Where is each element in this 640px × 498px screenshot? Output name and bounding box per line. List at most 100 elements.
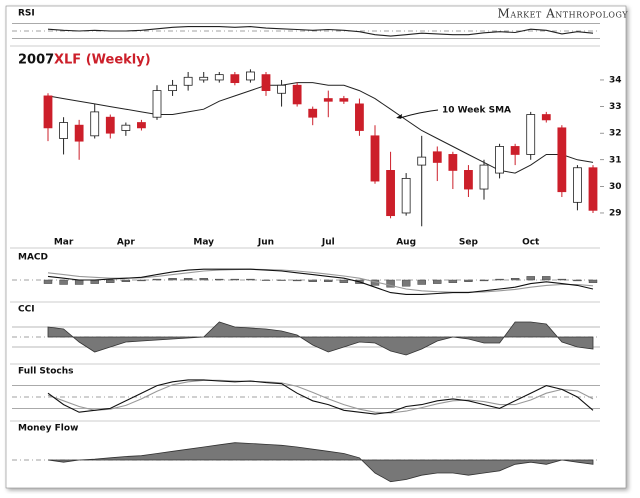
candle-body <box>588 167 598 211</box>
x-tick-label: Jun <box>257 238 274 248</box>
histogram-bar <box>526 276 535 281</box>
histogram-bar <box>246 278 255 281</box>
x-tick-label: Sep <box>459 238 479 248</box>
area <box>47 442 594 483</box>
x-tick-label: Apr <box>117 238 135 248</box>
candle-body <box>355 103 364 131</box>
frame <box>5 5 627 489</box>
y-tick-label: 31 <box>609 155 622 165</box>
histogram-bar <box>448 279 458 283</box>
histogram-bar <box>495 278 504 281</box>
histogram-bar <box>59 279 68 285</box>
y-tick-label: 29 <box>609 208 622 218</box>
indicator-line <box>47 379 594 415</box>
x-tick-label: Mar <box>54 238 74 248</box>
candle-body <box>277 84 286 94</box>
chart-title-year: 2007 <box>18 53 54 68</box>
candle-body <box>417 156 427 166</box>
candle-body <box>214 74 224 81</box>
histogram-bar <box>152 278 162 281</box>
annotation: 10 Week SMA <box>442 106 511 116</box>
histogram-bar <box>74 279 84 285</box>
histogram-bar <box>215 278 224 281</box>
histogram-bar <box>137 279 146 282</box>
histogram-bar <box>464 279 473 282</box>
candle-body <box>230 74 240 84</box>
candle-body <box>448 154 458 171</box>
candle-body <box>261 74 271 92</box>
indicator-line <box>47 379 594 414</box>
candle-body <box>464 170 473 190</box>
candle-body <box>90 111 100 137</box>
y-tick-label: 30 <box>609 182 622 192</box>
candle-body <box>573 167 582 203</box>
candle-body <box>510 146 520 155</box>
panel-label: MACD <box>18 253 48 263</box>
candle-body <box>183 76 193 86</box>
histogram-bar <box>386 279 395 288</box>
indicator-line <box>47 268 594 295</box>
panel-label: CCI <box>18 305 35 315</box>
x-tick-label: May <box>193 238 214 248</box>
candle-body <box>121 124 131 131</box>
histogram-bar <box>292 279 302 282</box>
histogram-bar <box>557 278 567 281</box>
candle-body <box>526 114 536 155</box>
histogram-bar <box>324 279 333 282</box>
candle-body <box>137 122 146 129</box>
x-tick-label: Jul <box>321 238 335 248</box>
x-tick-label: Oct <box>522 238 540 248</box>
indicator-line <box>47 26 594 37</box>
histogram-bar <box>121 279 131 282</box>
candle-body <box>401 177 411 214</box>
candle-body <box>199 76 209 81</box>
histogram-bar <box>168 278 177 281</box>
histogram-bar <box>401 279 411 287</box>
chart-title: XLF (Weekly) <box>54 53 151 68</box>
histogram-bar <box>277 279 286 281</box>
candle-body <box>541 114 551 121</box>
y-tick-label: 34 <box>609 75 622 85</box>
x-tick-label: Aug <box>396 238 416 248</box>
candle-body <box>308 108 318 118</box>
candle-body <box>479 164 489 190</box>
y-tick-label: 33 <box>609 102 622 112</box>
histogram-bar <box>573 279 582 282</box>
histogram-bar <box>417 279 426 285</box>
candle-body <box>292 84 302 105</box>
candle-body <box>152 90 162 118</box>
histogram-bar <box>106 279 115 283</box>
histogram-bar <box>199 278 208 281</box>
candle-body <box>370 135 380 182</box>
histogram-bar <box>261 279 271 281</box>
candle-body <box>246 71 255 81</box>
candle-body <box>495 146 504 174</box>
histogram-bar <box>510 278 520 281</box>
histogram-bar <box>183 278 193 281</box>
candle-body <box>557 127 567 193</box>
candle-body <box>386 170 395 217</box>
candle-body <box>74 124 84 142</box>
annotation-arrow <box>400 109 439 119</box>
panel-label: Full Stochs <box>18 367 73 377</box>
candle-body <box>339 98 349 102</box>
histogram-bar <box>433 279 442 284</box>
candle-body <box>43 95 53 129</box>
site-title: Market Anthropology <box>498 7 629 21</box>
candle-body <box>105 116 115 134</box>
histogram-bar <box>588 279 598 283</box>
histogram-bar <box>479 279 489 282</box>
area <box>47 321 594 356</box>
candle-body <box>432 151 442 163</box>
candle-body <box>168 84 177 92</box>
panel-label: Money Flow <box>18 424 78 434</box>
histogram-bar <box>339 279 349 283</box>
annotation-arrowhead <box>396 113 403 119</box>
panel-label: RSI <box>18 9 35 19</box>
candle-body <box>59 122 68 139</box>
candle-body <box>323 98 333 102</box>
y-tick-label: 32 <box>609 129 622 139</box>
histogram-bar <box>43 279 53 284</box>
histogram-bar <box>542 276 551 281</box>
